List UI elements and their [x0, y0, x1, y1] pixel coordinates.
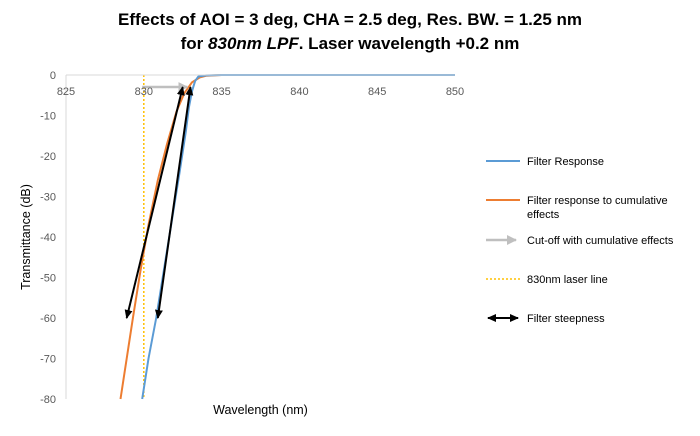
chart-title: Effects of AOI = 3 deg, CHA = 2.5 deg, R… — [0, 8, 700, 56]
legend-steepness: Filter steepness — [487, 313, 605, 325]
y-tick-label: -60 — [40, 313, 56, 325]
legend: Filter Response Filter response to cumula… — [486, 156, 674, 325]
axes: 825 830 835 840 845 850 0 -10 -20 -30 -40 -50 -60 -70… — [19, 70, 464, 417]
x-tick-label: 830 — [135, 86, 153, 98]
y-tick-label: -80 — [40, 394, 56, 406]
x-tick-label: 825 — [57, 86, 75, 98]
legend-cutoff-label: Cut-off with cumulative effects — [527, 235, 674, 247]
chart-title-line1: Effects of AOI = 3 deg, CHA = 2.5 deg, R… — [117, 10, 582, 29]
y-tick-label: -50 — [40, 273, 56, 285]
x-tick-label: 850 — [446, 86, 464, 98]
legend-cumulative: Filter response to cumulative effects — [486, 195, 668, 221]
y-axis-label: Transmittance (dB) — [19, 184, 33, 290]
legend-laser-line-label: 830nm laser line — [527, 274, 608, 286]
legend-cumulative-label: effects — [527, 209, 560, 221]
y-tick-label: -10 — [40, 111, 56, 123]
y-tick-label: -30 — [40, 192, 56, 204]
steepness-arrow — [154, 86, 194, 319]
y-tick-label: -20 — [40, 151, 56, 163]
plot-area — [119, 74, 455, 400]
chart-title-prefix: for — [180, 34, 209, 53]
chart-title-italic: 830nm LPF — [208, 34, 299, 53]
legend-filter-response-label: Filter Response — [527, 156, 604, 168]
x-tick-label: 840 — [290, 86, 308, 98]
legend-filter-response: Filter Response — [486, 156, 604, 168]
filter-response-line — [141, 74, 455, 400]
x-axis-label: Wavelength (nm) — [213, 403, 308, 417]
legend-cutoff: Cut-off with cumulative effects — [486, 235, 674, 247]
chart-title-suffix: . Laser wavelength +0.2 nm — [298, 34, 520, 53]
chart-title-line2: for 830nm LPF. Laser wavelength +0.2 nm — [0, 32, 700, 56]
y-tick-label: -40 — [40, 232, 56, 244]
x-tick-label: 845 — [368, 86, 386, 98]
legend-cumulative-label: Filter response to cumulative — [527, 195, 668, 207]
cumulative-effects-line — [119, 74, 455, 400]
y-tick-label: 0 — [50, 70, 56, 82]
legend-laser-line: 830nm laser line — [486, 274, 608, 286]
x-tick-label: 835 — [212, 86, 230, 98]
y-tick-label: -70 — [40, 354, 56, 366]
legend-steepness-label: Filter steepness — [527, 313, 605, 325]
